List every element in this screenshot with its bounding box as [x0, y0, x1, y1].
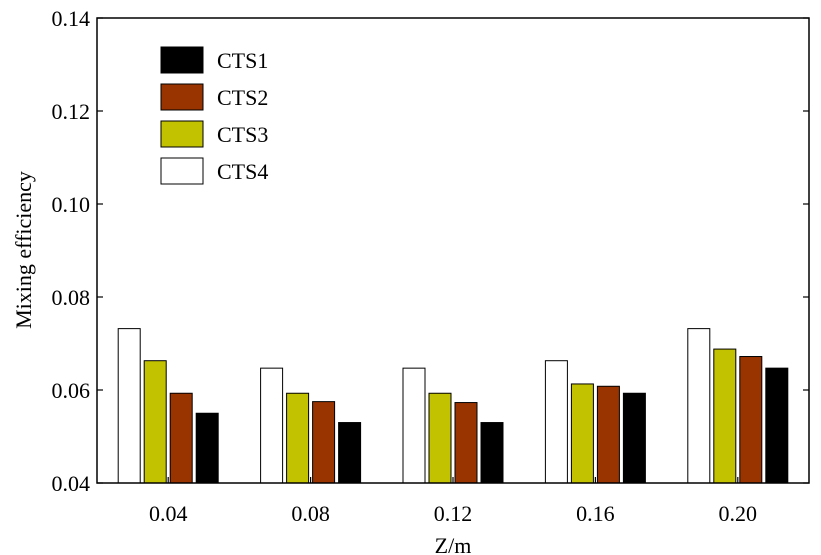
bar-cts4-0.04	[117, 328, 141, 484]
legend-label-cts2: CTS2	[217, 85, 268, 110]
x-tick-label: 0.12	[434, 501, 473, 526]
y-tick-label: 0.04	[52, 471, 91, 496]
bar-cts1-0.04	[195, 412, 219, 484]
bar-cts2-0.12	[454, 402, 478, 484]
y-tick-label: 0.14	[52, 6, 91, 31]
bar-cts3-0.20	[713, 348, 737, 484]
x-axis-label: Z/m	[435, 533, 472, 555]
y-tick-label: 0.10	[52, 192, 91, 217]
bar-cts4-0.16	[544, 360, 568, 484]
bar-cts2-0.16	[596, 385, 620, 484]
bar-cts1-0.20	[765, 367, 789, 484]
bar-cts2-0.08	[312, 401, 336, 484]
y-tick-label: 0.12	[52, 99, 91, 124]
bar-cts1-0.08	[338, 422, 362, 484]
legend-label-cts1: CTS1	[217, 48, 268, 73]
x-tick-label: 0.20	[719, 501, 758, 526]
bars-layer	[117, 328, 789, 484]
bar-cts4-0.12	[402, 367, 426, 484]
bar-cts3-0.12	[428, 392, 452, 484]
x-tick-label: 0.16	[576, 501, 615, 526]
y-axis-label: Mixing efficiency	[11, 171, 36, 329]
bar-cts1-0.12	[480, 422, 504, 484]
bar-cts1-0.16	[622, 392, 646, 484]
ticks-layer: 0.04 0.08 0.12 0.16 0.20 0.04 0.06 0.08 0.10 0.12…	[52, 6, 809, 526]
legend-label-cts3: CTS3	[217, 122, 268, 147]
legend: CTS1 CTS2 CTS3 CTS4	[160, 46, 268, 185]
x-tick-label: 0.04	[149, 501, 188, 526]
legend-swatch-cts4	[160, 157, 204, 185]
bar-cts4-0.08	[260, 367, 284, 484]
legend-swatch-cts2	[160, 83, 204, 111]
bar-cts3-0.08	[286, 392, 310, 484]
legend-label-cts4: CTS4	[217, 159, 268, 184]
y-tick-label: 0.08	[52, 285, 91, 310]
y-tick-label: 0.06	[52, 378, 91, 403]
bar-cts3-0.16	[570, 383, 594, 484]
x-tick-label: 0.08	[291, 501, 330, 526]
bar-cts4-0.20	[687, 328, 711, 484]
bar-cts3-0.04	[143, 360, 167, 484]
legend-swatch-cts1	[160, 46, 204, 74]
bar-cts2-0.20	[739, 356, 763, 484]
legend-swatch-cts3	[160, 120, 204, 148]
bar-cts2-0.04	[169, 392, 193, 484]
